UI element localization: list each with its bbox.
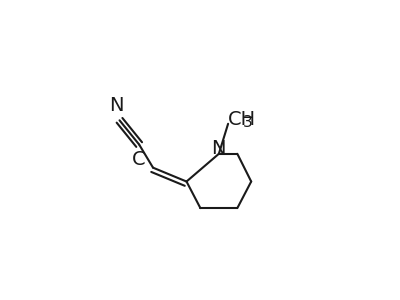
Text: CH: CH xyxy=(228,110,256,129)
Text: N: N xyxy=(110,95,124,115)
Text: C: C xyxy=(132,150,146,169)
Text: N: N xyxy=(211,140,226,158)
Text: 3: 3 xyxy=(243,116,253,130)
